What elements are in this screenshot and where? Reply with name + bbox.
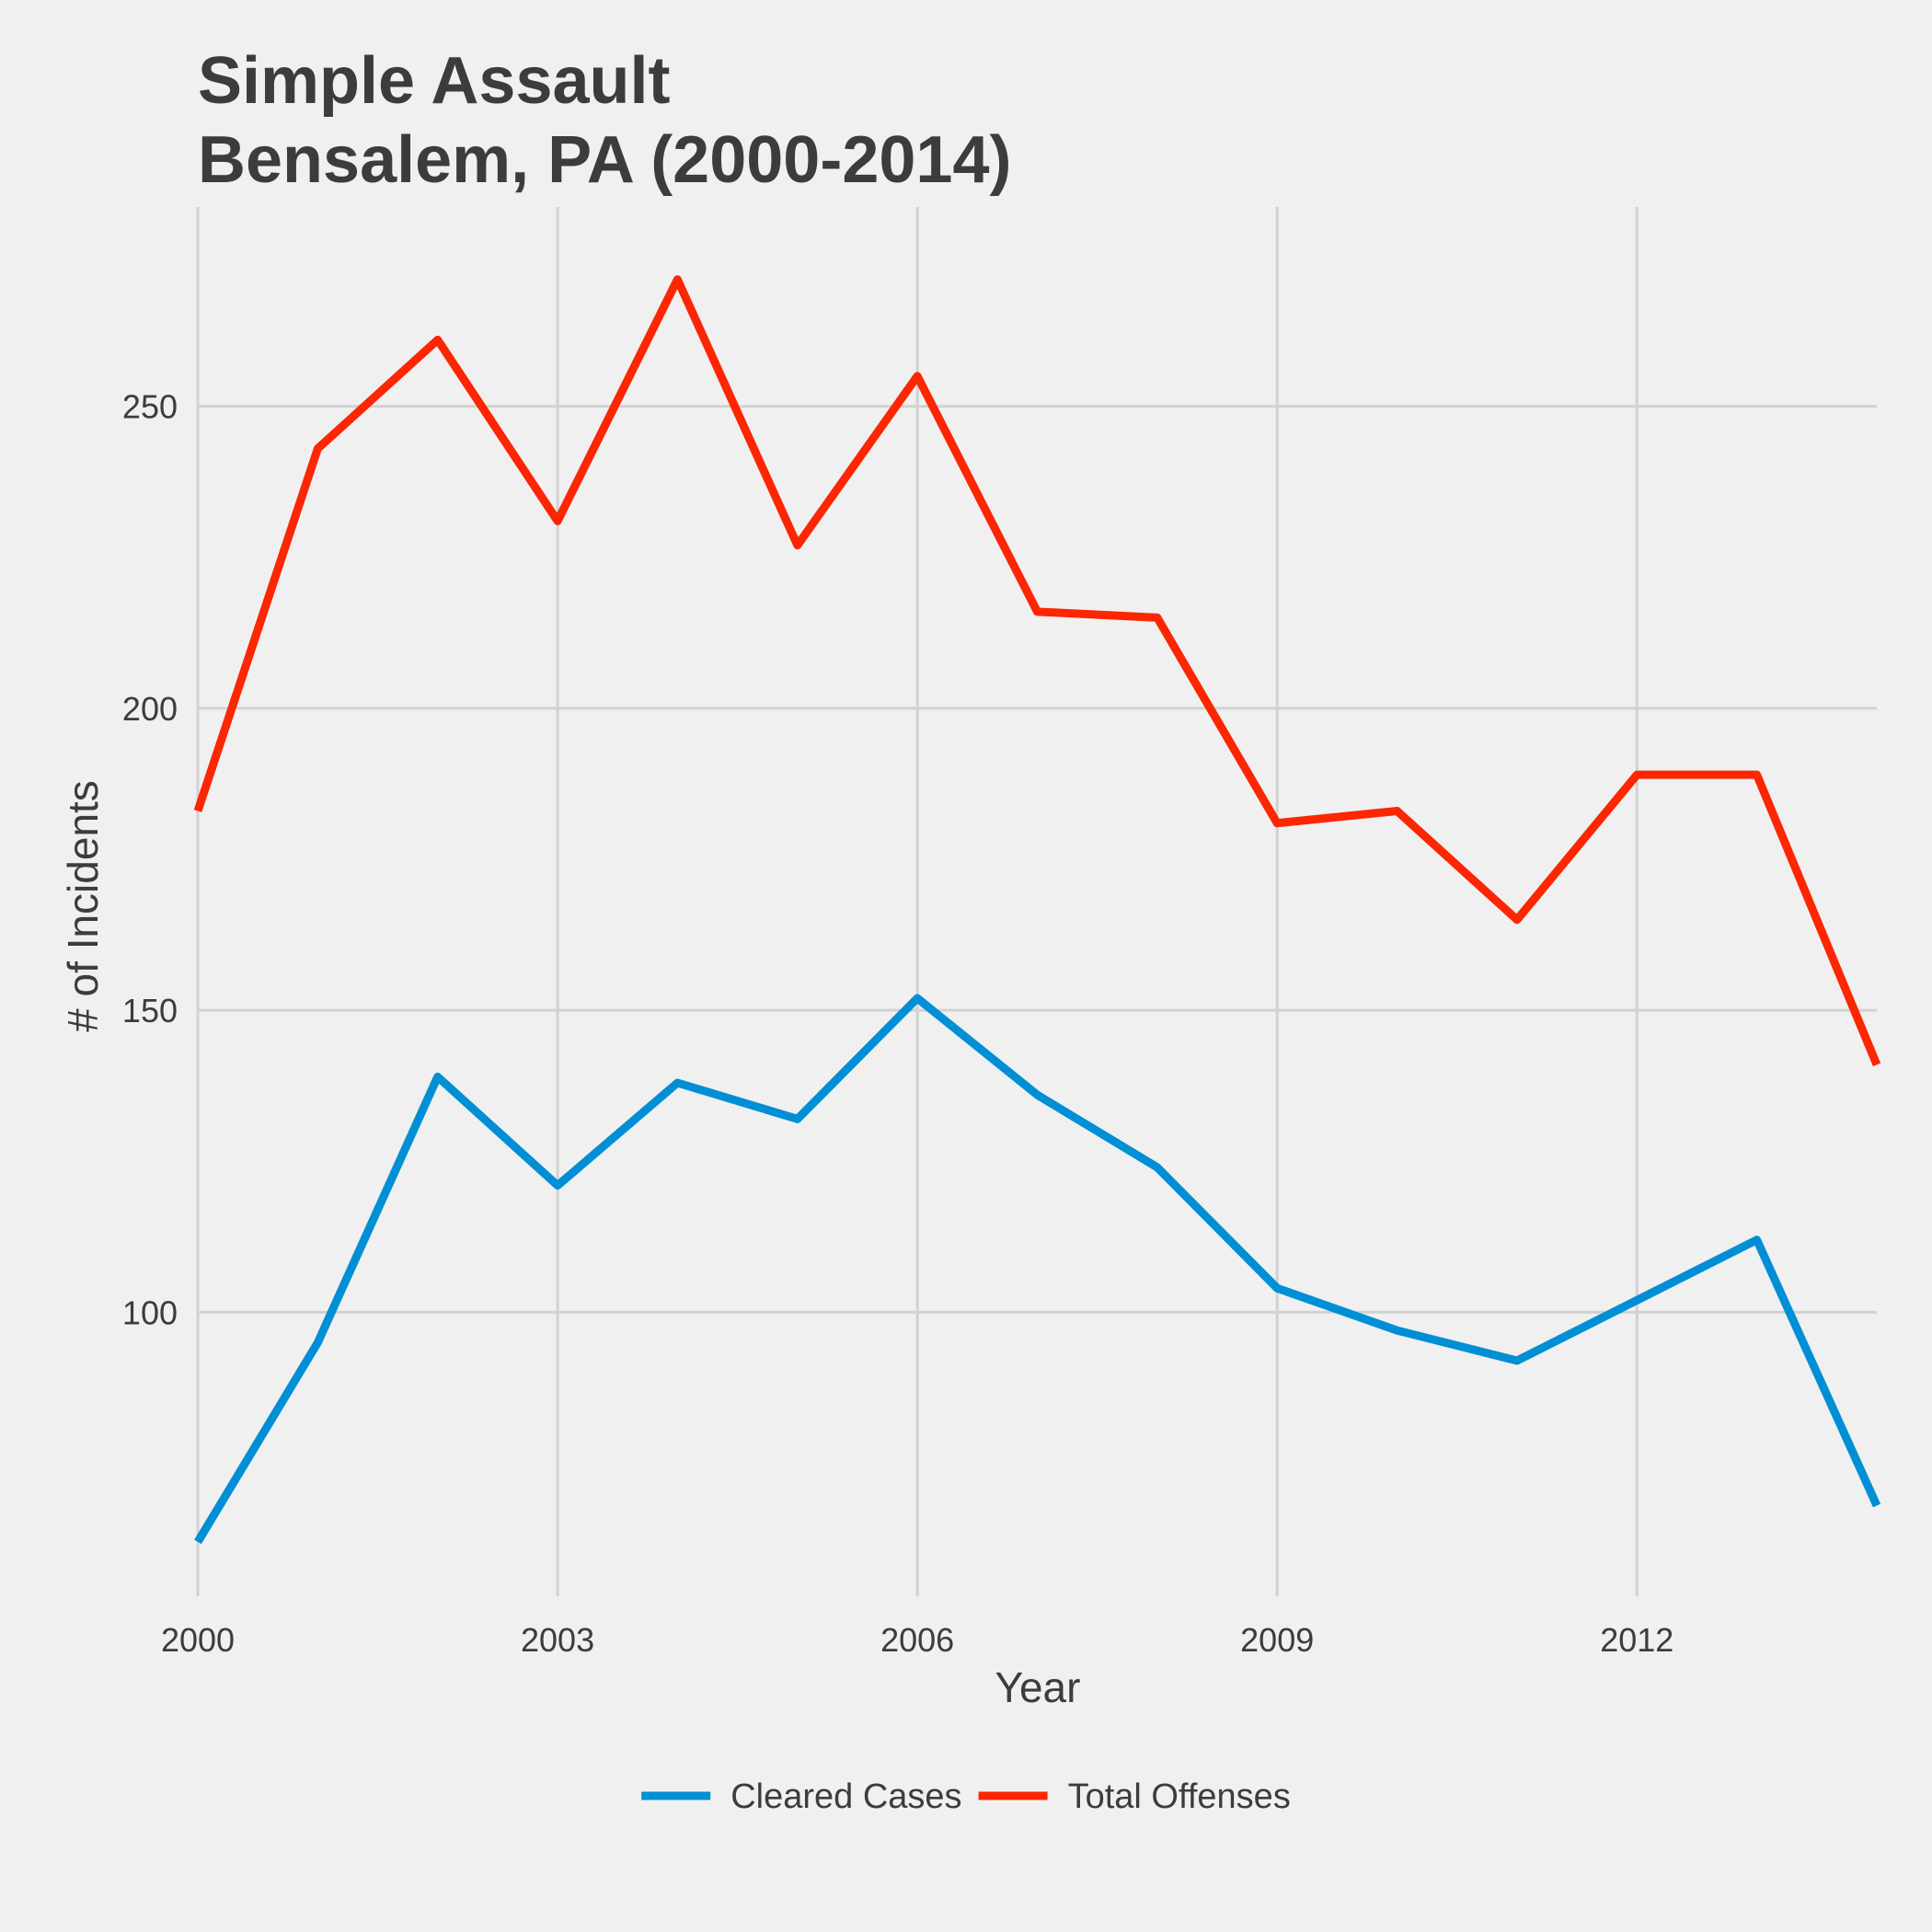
legend-label: Total Offenses: [1068, 1777, 1291, 1816]
legend-label: Cleared Cases: [730, 1777, 961, 1816]
y-gridlines: [198, 405, 1877, 1314]
x-tick-label: 2003: [521, 1621, 594, 1659]
x-tick-label: 2009: [1240, 1621, 1314, 1659]
x-tick-label: 2012: [1600, 1621, 1673, 1659]
series-line-cleared-cases: [194, 994, 1881, 1545]
x-tick-labels: 2000 2003 2006 2009 2012: [161, 1621, 1673, 1659]
x-tick-label: 2006: [880, 1621, 954, 1659]
y-axis-title: # of Incidents: [59, 780, 107, 1032]
legend-item: Cleared Cases: [641, 1777, 962, 1816]
y-tick-label: 100: [122, 1294, 178, 1331]
x-axis-title: Year: [995, 1663, 1081, 1711]
legend-item: Total Offenses: [978, 1777, 1291, 1816]
y-tick-label: 200: [122, 690, 178, 728]
y-tick-label: 150: [122, 992, 178, 1029]
chart-title-line-1: Simple Assault: [198, 44, 671, 118]
x-gridlines: [196, 207, 1639, 1596]
chart-title: Simple Assault Bensalem, PA (2000-2014): [198, 44, 1011, 197]
legend: Cleared Cases Total Offenses: [641, 1777, 1291, 1816]
series-line-total-offenses: [193, 275, 1881, 1067]
series-lines: [193, 275, 1881, 1545]
y-tick-labels: 100 150 200 250: [122, 388, 178, 1332]
y-tick-label: 250: [122, 388, 178, 426]
x-tick-label: 2000: [161, 1621, 235, 1659]
chart-title-line-2: Bensalem, PA (2000-2014): [198, 123, 1011, 197]
